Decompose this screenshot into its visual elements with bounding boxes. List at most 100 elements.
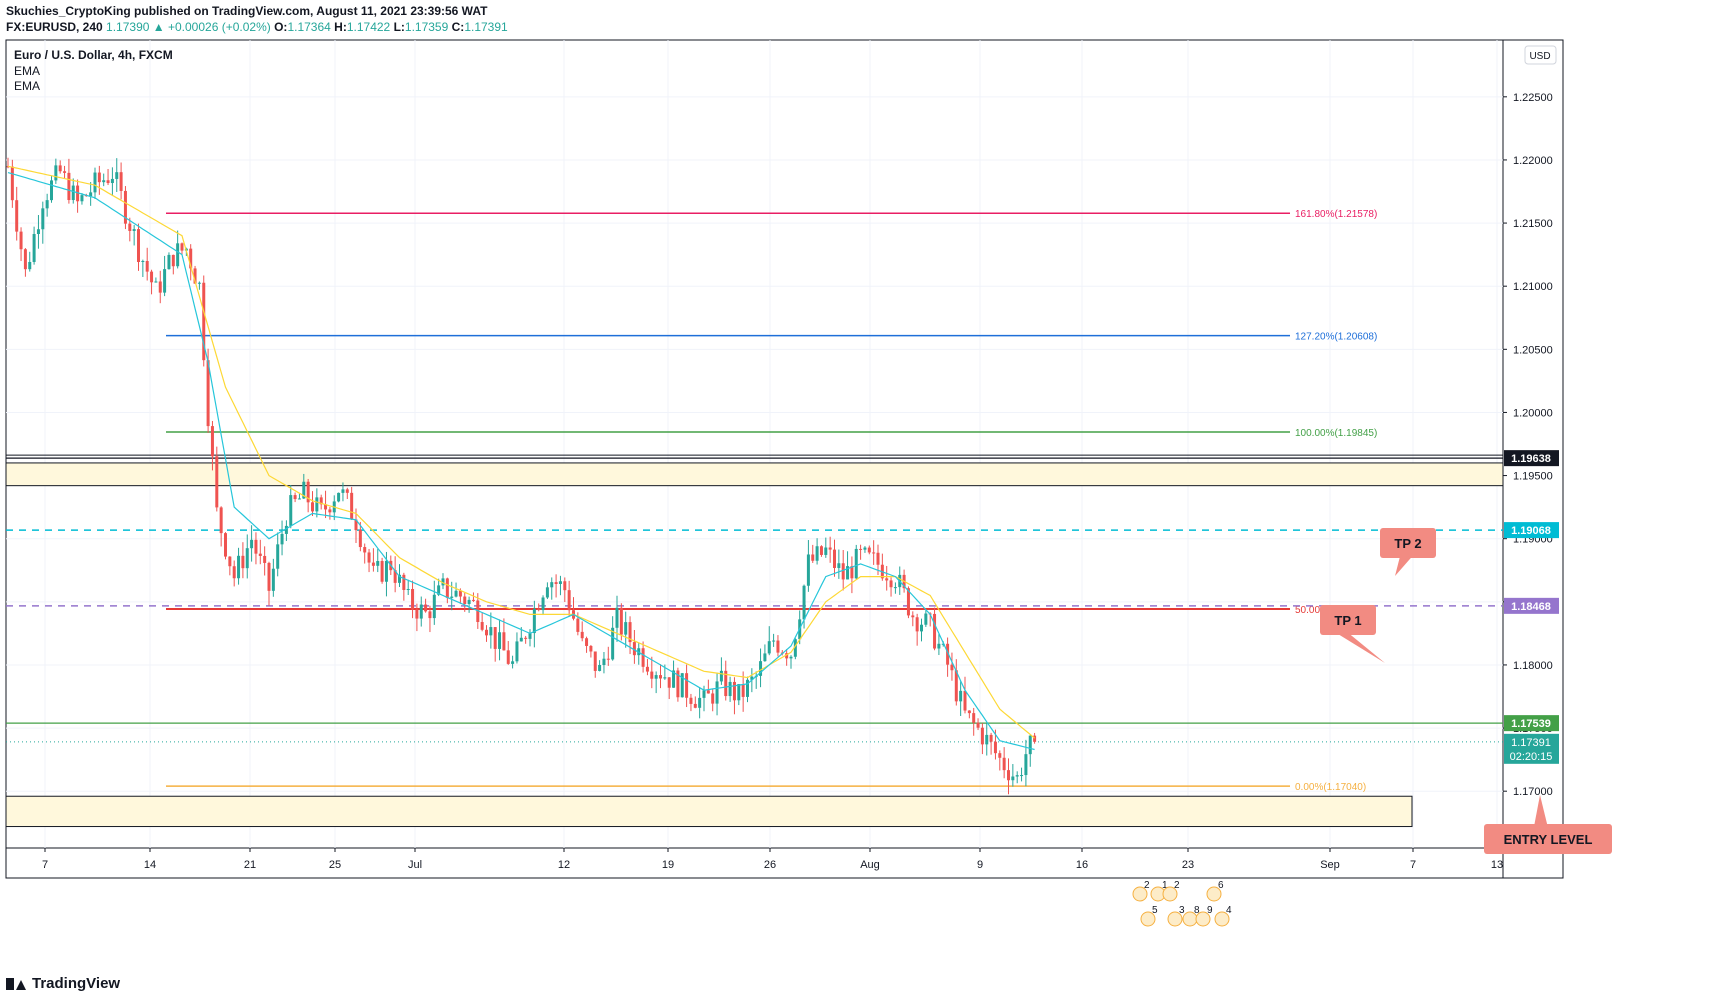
price-axis-tag-label: 1.17539 bbox=[1511, 718, 1551, 730]
x-tick-label: 13 bbox=[1491, 859, 1503, 871]
candle-body bbox=[123, 190, 127, 224]
candle-body bbox=[15, 200, 19, 232]
candle bbox=[567, 580, 571, 617]
candle-body bbox=[463, 596, 467, 604]
candle bbox=[493, 627, 497, 662]
candle-body bbox=[554, 582, 558, 584]
candle-body bbox=[437, 585, 441, 595]
candle-body bbox=[906, 588, 910, 616]
candle-body bbox=[811, 554, 815, 561]
candle-body bbox=[250, 539, 254, 549]
candle-body bbox=[393, 570, 397, 583]
tp2-callout: TP 2 bbox=[1380, 528, 1436, 576]
candle-body bbox=[197, 282, 201, 284]
candle-body bbox=[141, 260, 145, 263]
candle bbox=[641, 641, 645, 673]
candle bbox=[463, 592, 467, 612]
event-markers: 2 1 2 65 3 8 9 4 bbox=[1132, 880, 1232, 927]
candle bbox=[767, 626, 771, 656]
candle bbox=[506, 641, 510, 665]
candle-body bbox=[32, 234, 36, 262]
candle bbox=[441, 573, 445, 590]
candle-body bbox=[10, 166, 14, 201]
candle bbox=[45, 193, 49, 217]
price-axis-tag bbox=[1504, 715, 1559, 732]
candle-body bbox=[624, 622, 628, 635]
candle bbox=[854, 544, 858, 580]
candle bbox=[41, 201, 45, 244]
candle-body bbox=[1024, 754, 1028, 776]
candle-body bbox=[920, 624, 923, 632]
candle bbox=[106, 168, 110, 186]
candle bbox=[67, 158, 71, 204]
candle-body bbox=[837, 563, 841, 568]
candle bbox=[772, 633, 776, 647]
candle-body bbox=[933, 613, 937, 649]
candle bbox=[110, 167, 114, 197]
candle-body bbox=[867, 547, 871, 553]
candle-body bbox=[654, 675, 658, 679]
candle-body bbox=[785, 653, 789, 659]
candle bbox=[989, 732, 993, 755]
candle bbox=[980, 723, 984, 755]
candle bbox=[276, 532, 280, 577]
candle bbox=[815, 538, 819, 565]
candle bbox=[297, 493, 301, 500]
candle-body bbox=[606, 658, 610, 660]
candle-body bbox=[154, 281, 158, 283]
candle-body bbox=[850, 566, 854, 579]
candle-body bbox=[732, 681, 736, 701]
candle bbox=[50, 176, 53, 203]
candle-body bbox=[311, 502, 314, 512]
candle-body bbox=[284, 525, 288, 534]
event-marker-icon bbox=[1167, 911, 1183, 927]
candle bbox=[271, 558, 275, 597]
candle-body bbox=[54, 165, 58, 181]
candle-body bbox=[371, 562, 375, 566]
candle-body bbox=[202, 282, 206, 361]
candle bbox=[115, 158, 119, 192]
candle bbox=[189, 244, 193, 281]
candle-body bbox=[828, 547, 832, 550]
candle bbox=[471, 592, 475, 602]
candle-body bbox=[115, 172, 119, 179]
candle bbox=[367, 548, 371, 573]
candle bbox=[889, 577, 893, 597]
candle-body bbox=[424, 604, 428, 612]
candle-body bbox=[258, 553, 262, 556]
price-axis-tag-label: 1.19068 bbox=[1511, 525, 1551, 537]
candle-body bbox=[502, 632, 506, 651]
candle bbox=[150, 269, 154, 295]
candle-body bbox=[589, 645, 593, 652]
candle-body bbox=[280, 533, 284, 545]
event-marker-count: 1 bbox=[1162, 880, 1168, 891]
candle-body bbox=[706, 690, 710, 694]
candle bbox=[337, 492, 341, 503]
candle-body bbox=[58, 165, 62, 172]
candle bbox=[954, 659, 958, 706]
candle bbox=[145, 247, 149, 281]
candle-body bbox=[889, 580, 893, 588]
y-tick-label: 1.20500 bbox=[1513, 344, 1553, 356]
candle bbox=[445, 577, 449, 604]
candle-body bbox=[289, 495, 293, 526]
candle bbox=[467, 596, 471, 613]
candle-body bbox=[628, 622, 632, 643]
y-tick-label: 1.22500 bbox=[1513, 92, 1553, 104]
candle bbox=[1007, 758, 1010, 795]
candle-body bbox=[659, 675, 662, 679]
candle-body bbox=[71, 185, 75, 201]
candle-body bbox=[215, 456, 219, 508]
candle-body bbox=[110, 178, 114, 184]
candle-body bbox=[611, 627, 615, 660]
candle-body bbox=[506, 650, 510, 664]
candle-body bbox=[128, 223, 132, 231]
candle bbox=[959, 681, 963, 717]
candle bbox=[580, 621, 584, 642]
candle bbox=[672, 660, 676, 688]
candle bbox=[563, 577, 567, 602]
candle-body bbox=[1011, 776, 1015, 781]
last-price-tag bbox=[1504, 733, 1559, 764]
candle-body bbox=[132, 229, 136, 231]
